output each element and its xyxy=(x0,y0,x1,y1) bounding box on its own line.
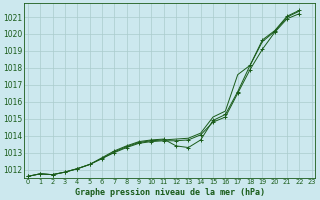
X-axis label: Graphe pression niveau de la mer (hPa): Graphe pression niveau de la mer (hPa) xyxy=(75,188,265,197)
